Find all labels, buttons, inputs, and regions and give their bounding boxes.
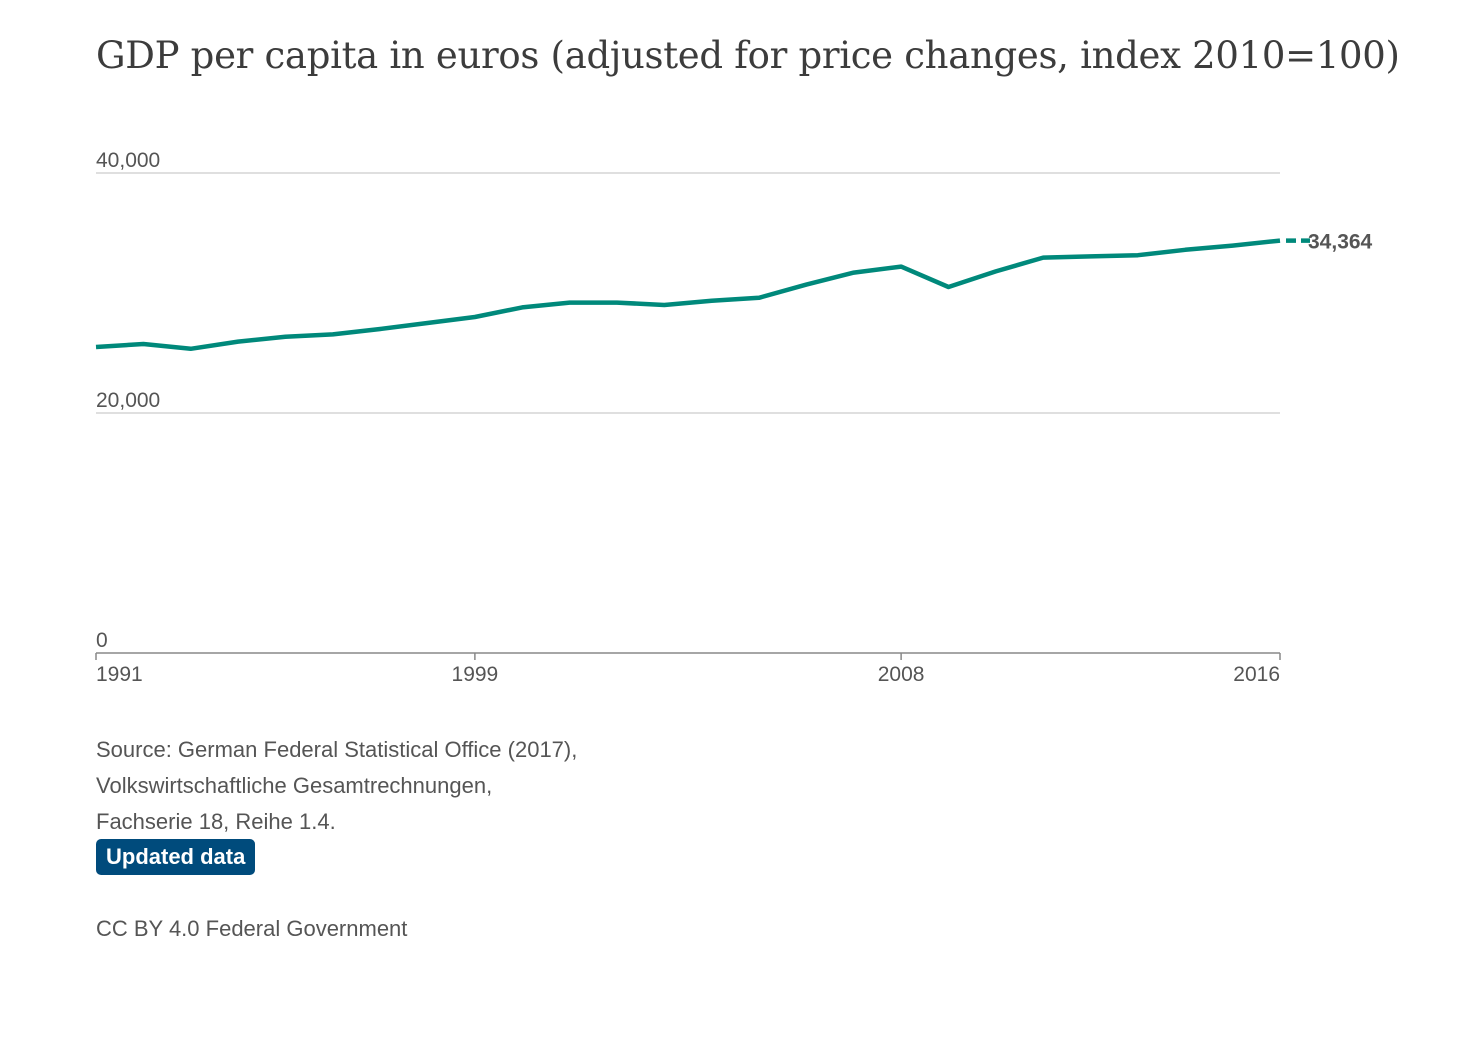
source-line-1: Source: German Federal Statistical Offic… xyxy=(96,737,578,762)
x-tick-label: 1999 xyxy=(452,663,499,686)
source-note: Source: German Federal Statistical Offic… xyxy=(96,732,577,840)
y-tick-label: 0 xyxy=(96,629,108,652)
series-layer xyxy=(95,238,1310,352)
updated-data-button[interactable]: Updated data xyxy=(96,839,256,875)
license-credit: CC BY 4.0 Federal Government xyxy=(96,916,408,941)
end-value-label: 34,364 xyxy=(1308,231,1373,254)
series-line xyxy=(95,238,1281,352)
y-tick-label: 20,000 xyxy=(96,389,160,412)
line-chart: 0 20,000 40,000 1991 1999 2008 2016 34,364 xyxy=(95,149,1373,686)
x-tick-label: 1991 xyxy=(96,663,143,686)
chart-title: GDP per capita in euros (adjusted for pr… xyxy=(96,34,1400,77)
gridlines xyxy=(96,172,1280,414)
source-line-2: Volkswirtschaftliche Gesamtrechnungen, xyxy=(96,773,493,798)
x-tick-label: 2016 xyxy=(1233,663,1280,686)
labels: 0 20,000 40,000 1991 1999 2008 2016 34,364 xyxy=(96,149,1373,686)
x-axis xyxy=(95,652,1281,660)
y-tick-label: 40,000 xyxy=(96,149,160,172)
source-line-3: Fachserie 18, Reihe 1.4. xyxy=(96,809,336,834)
x-tick-label: 2008 xyxy=(878,663,925,686)
